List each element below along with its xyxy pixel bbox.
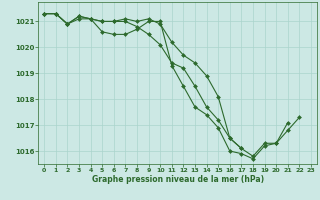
X-axis label: Graphe pression niveau de la mer (hPa): Graphe pression niveau de la mer (hPa) [92, 175, 264, 184]
